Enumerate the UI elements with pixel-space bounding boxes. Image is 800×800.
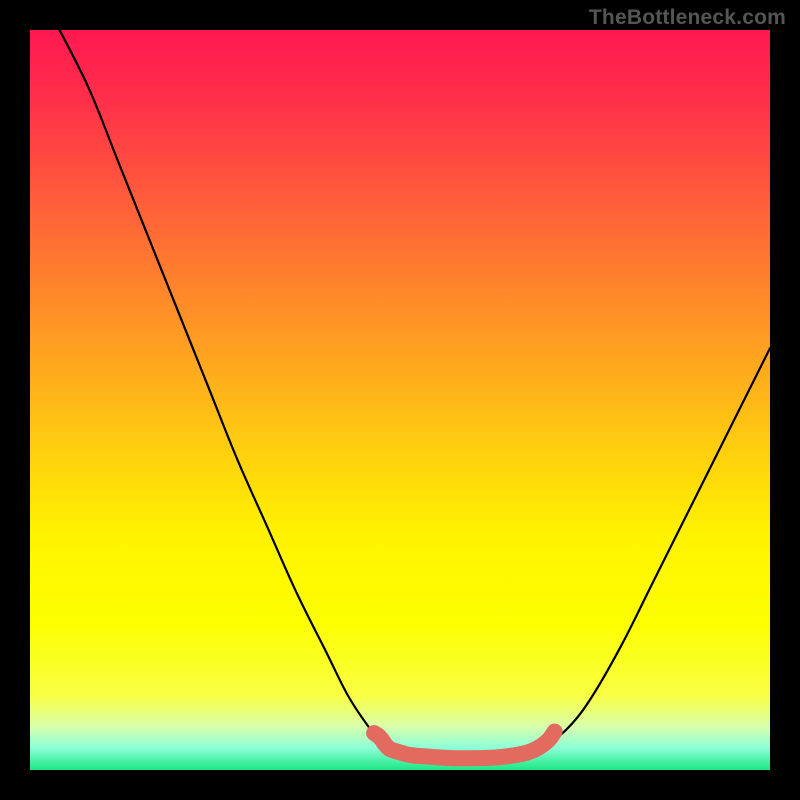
chart-background	[30, 30, 770, 770]
plot-area	[30, 30, 770, 770]
chart-outer-frame: TheBottleneck.com	[0, 0, 800, 800]
watermark-text: TheBottleneck.com	[589, 6, 786, 30]
chart-svg	[30, 30, 770, 770]
